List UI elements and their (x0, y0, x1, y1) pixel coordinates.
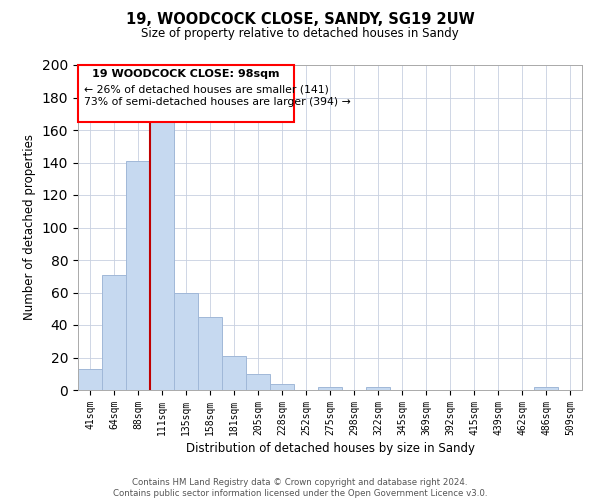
Bar (174, 292, 198, 390)
Bar (222, 356, 246, 390)
Bar (102, 274, 126, 390)
Bar (534, 387, 558, 390)
Bar (366, 387, 390, 390)
Bar (126, 161, 150, 390)
Bar (318, 387, 342, 390)
Text: Size of property relative to detached houses in Sandy: Size of property relative to detached ho… (141, 28, 459, 40)
Text: ← 26% of detached houses are smaller (141): ← 26% of detached houses are smaller (14… (84, 84, 329, 94)
Bar (198, 317, 222, 390)
Bar (150, 120, 174, 390)
Text: Contains HM Land Registry data © Crown copyright and database right 2024.
Contai: Contains HM Land Registry data © Crown c… (113, 478, 487, 498)
Bar (246, 374, 270, 390)
Text: 73% of semi-detached houses are larger (394) →: 73% of semi-detached houses are larger (… (84, 96, 351, 106)
X-axis label: Distribution of detached houses by size in Sandy: Distribution of detached houses by size … (185, 442, 475, 455)
Bar (78, 369, 102, 390)
Text: 19 WOODCOCK CLOSE: 98sqm: 19 WOODCOCK CLOSE: 98sqm (92, 69, 280, 79)
Bar (270, 384, 294, 390)
Text: 19, WOODCOCK CLOSE, SANDY, SG19 2UW: 19, WOODCOCK CLOSE, SANDY, SG19 2UW (125, 12, 475, 28)
Y-axis label: Number of detached properties: Number of detached properties (23, 134, 36, 320)
